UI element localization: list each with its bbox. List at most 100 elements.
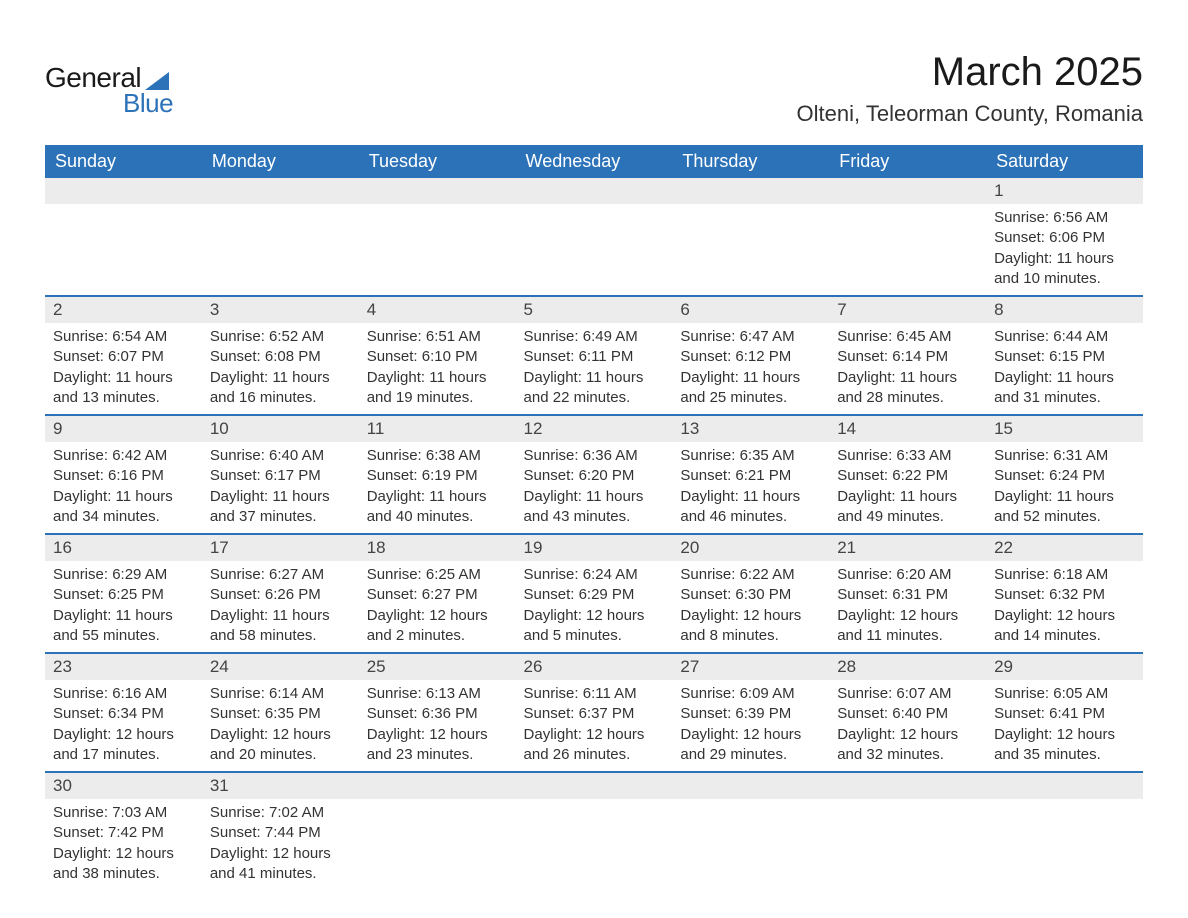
day-details: Sunrise: 6:49 AMSunset: 6:11 PMDaylight:… <box>516 323 673 414</box>
calendar-cell: 18Sunrise: 6:25 AMSunset: 6:27 PMDayligh… <box>359 534 516 653</box>
sunrise-text: Sunrise: 6:24 AM <box>524 565 665 585</box>
sunrise-text: Sunrise: 7:02 AM <box>210 803 351 823</box>
calendar-cell: 30Sunrise: 7:03 AMSunset: 7:42 PMDayligh… <box>45 772 202 890</box>
daylight-line1: Daylight: 11 hours <box>367 368 508 388</box>
day-number: 12 <box>516 416 673 442</box>
sunset-text: Sunset: 6:14 PM <box>837 347 978 367</box>
empty-daynum-bar <box>672 178 829 204</box>
daylight-line2: and 41 minutes. <box>210 864 351 884</box>
empty-daynum-bar <box>359 773 516 799</box>
daylight-line2: and 28 minutes. <box>837 388 978 408</box>
sunset-text: Sunset: 6:35 PM <box>210 704 351 724</box>
day-number: 15 <box>986 416 1143 442</box>
daylight-line1: Daylight: 12 hours <box>367 606 508 626</box>
sunset-text: Sunset: 6:12 PM <box>680 347 821 367</box>
sunset-text: Sunset: 6:40 PM <box>837 704 978 724</box>
sunset-text: Sunset: 6:32 PM <box>994 585 1135 605</box>
calendar-cell: 17Sunrise: 6:27 AMSunset: 6:26 PMDayligh… <box>202 534 359 653</box>
weekday-header: Saturday <box>986 145 1143 178</box>
daylight-line2: and 46 minutes. <box>680 507 821 527</box>
weekday-header: Tuesday <box>359 145 516 178</box>
calendar-cell: 5Sunrise: 6:49 AMSunset: 6:11 PMDaylight… <box>516 296 673 415</box>
calendar-cell <box>359 178 516 296</box>
day-details: Sunrise: 6:05 AMSunset: 6:41 PMDaylight:… <box>986 680 1143 771</box>
day-number: 19 <box>516 535 673 561</box>
day-number: 21 <box>829 535 986 561</box>
daylight-line1: Daylight: 11 hours <box>524 487 665 507</box>
calendar-cell: 31Sunrise: 7:02 AMSunset: 7:44 PMDayligh… <box>202 772 359 890</box>
calendar-cell: 11Sunrise: 6:38 AMSunset: 6:19 PMDayligh… <box>359 415 516 534</box>
daylight-line2: and 52 minutes. <box>994 507 1135 527</box>
day-number: 11 <box>359 416 516 442</box>
day-number: 28 <box>829 654 986 680</box>
day-details: Sunrise: 7:02 AMSunset: 7:44 PMDaylight:… <box>202 799 359 890</box>
day-details: Sunrise: 6:18 AMSunset: 6:32 PMDaylight:… <box>986 561 1143 652</box>
day-number: 2 <box>45 297 202 323</box>
sunset-text: Sunset: 7:44 PM <box>210 823 351 843</box>
sunset-text: Sunset: 6:08 PM <box>210 347 351 367</box>
day-number: 4 <box>359 297 516 323</box>
daylight-line1: Daylight: 11 hours <box>680 368 821 388</box>
calendar-cell: 6Sunrise: 6:47 AMSunset: 6:12 PMDaylight… <box>672 296 829 415</box>
day-number: 27 <box>672 654 829 680</box>
calendar-week-row: 9Sunrise: 6:42 AMSunset: 6:16 PMDaylight… <box>45 415 1143 534</box>
day-number: 26 <box>516 654 673 680</box>
day-details: Sunrise: 6:51 AMSunset: 6:10 PMDaylight:… <box>359 323 516 414</box>
daylight-line2: and 32 minutes. <box>837 745 978 765</box>
calendar-cell: 2Sunrise: 6:54 AMSunset: 6:07 PMDaylight… <box>45 296 202 415</box>
day-details: Sunrise: 6:52 AMSunset: 6:08 PMDaylight:… <box>202 323 359 414</box>
sunrise-text: Sunrise: 6:18 AM <box>994 565 1135 585</box>
day-details: Sunrise: 6:14 AMSunset: 6:35 PMDaylight:… <box>202 680 359 771</box>
daylight-line2: and 11 minutes. <box>837 626 978 646</box>
calendar-cell <box>359 772 516 890</box>
calendar-week-row: 2Sunrise: 6:54 AMSunset: 6:07 PMDaylight… <box>45 296 1143 415</box>
day-details: Sunrise: 6:40 AMSunset: 6:17 PMDaylight:… <box>202 442 359 533</box>
day-number: 31 <box>202 773 359 799</box>
day-number: 6 <box>672 297 829 323</box>
weekday-header: Friday <box>829 145 986 178</box>
calendar-cell: 4Sunrise: 6:51 AMSunset: 6:10 PMDaylight… <box>359 296 516 415</box>
sunrise-text: Sunrise: 6:45 AM <box>837 327 978 347</box>
sunset-text: Sunset: 6:19 PM <box>367 466 508 486</box>
calendar-cell: 20 Sunrise: 6:22 AMSunset: 6:30 PMDayligh… <box>672 534 829 653</box>
day-number: 20 <box>672 535 829 561</box>
daylight-line1: Daylight: 11 hours <box>367 487 508 507</box>
calendar-cell: 26Sunrise: 6:11 AMSunset: 6:37 PMDayligh… <box>516 653 673 772</box>
sunrise-text: Sunrise: 7:03 AM <box>53 803 194 823</box>
daylight-line2: and 25 minutes. <box>680 388 821 408</box>
sunrise-text: Sunrise: 6:16 AM <box>53 684 194 704</box>
day-details: Sunrise: 6:20 AMSunset: 6:31 PMDaylight:… <box>829 561 986 652</box>
sunrise-text: Sunrise: 6:51 AM <box>367 327 508 347</box>
day-details: Sunrise: 6:09 AMSunset: 6:39 PMDaylight:… <box>672 680 829 771</box>
sunset-text: Sunset: 6:30 PM <box>680 585 821 605</box>
daylight-line1: Daylight: 12 hours <box>210 844 351 864</box>
daylight-line2: and 31 minutes. <box>994 388 1135 408</box>
day-number: 13 <box>672 416 829 442</box>
calendar-cell <box>829 772 986 890</box>
calendar-cell: 25Sunrise: 6:13 AMSunset: 6:36 PMDayligh… <box>359 653 516 772</box>
day-number: 30 <box>45 773 202 799</box>
title-block: March 2025 Olteni, Teleorman County, Rom… <box>797 50 1143 127</box>
weekday-header: Monday <box>202 145 359 178</box>
day-number: 7 <box>829 297 986 323</box>
daylight-line1: Daylight: 12 hours <box>680 606 821 626</box>
empty-daynum-bar <box>516 178 673 204</box>
sunset-text: Sunset: 6:21 PM <box>680 466 821 486</box>
sunrise-text: Sunrise: 6:22 AM <box>680 565 821 585</box>
daylight-line2: and 22 minutes. <box>524 388 665 408</box>
day-details: Sunrise: 6:29 AMSunset: 6:25 PMDaylight:… <box>45 561 202 652</box>
daylight-line1: Daylight: 12 hours <box>994 725 1135 745</box>
daylight-line2: and 20 minutes. <box>210 745 351 765</box>
calendar-cell: 28Sunrise: 6:07 AMSunset: 6:40 PMDayligh… <box>829 653 986 772</box>
daylight-line2: and 29 minutes. <box>680 745 821 765</box>
daylight-line2: and 38 minutes. <box>53 864 194 884</box>
day-details: Sunrise: 6:38 AMSunset: 6:19 PMDaylight:… <box>359 442 516 533</box>
day-details: Sunrise: 6:16 AMSunset: 6:34 PMDaylight:… <box>45 680 202 771</box>
sunset-text: Sunset: 6:10 PM <box>367 347 508 367</box>
sunrise-text: Sunrise: 6:42 AM <box>53 446 194 466</box>
location-subtitle: Olteni, Teleorman County, Romania <box>797 101 1143 127</box>
sunrise-text: Sunrise: 6:13 AM <box>367 684 508 704</box>
day-details: Sunrise: 6:07 AMSunset: 6:40 PMDaylight:… <box>829 680 986 771</box>
sunset-text: Sunset: 6:20 PM <box>524 466 665 486</box>
empty-daynum-bar <box>829 178 986 204</box>
